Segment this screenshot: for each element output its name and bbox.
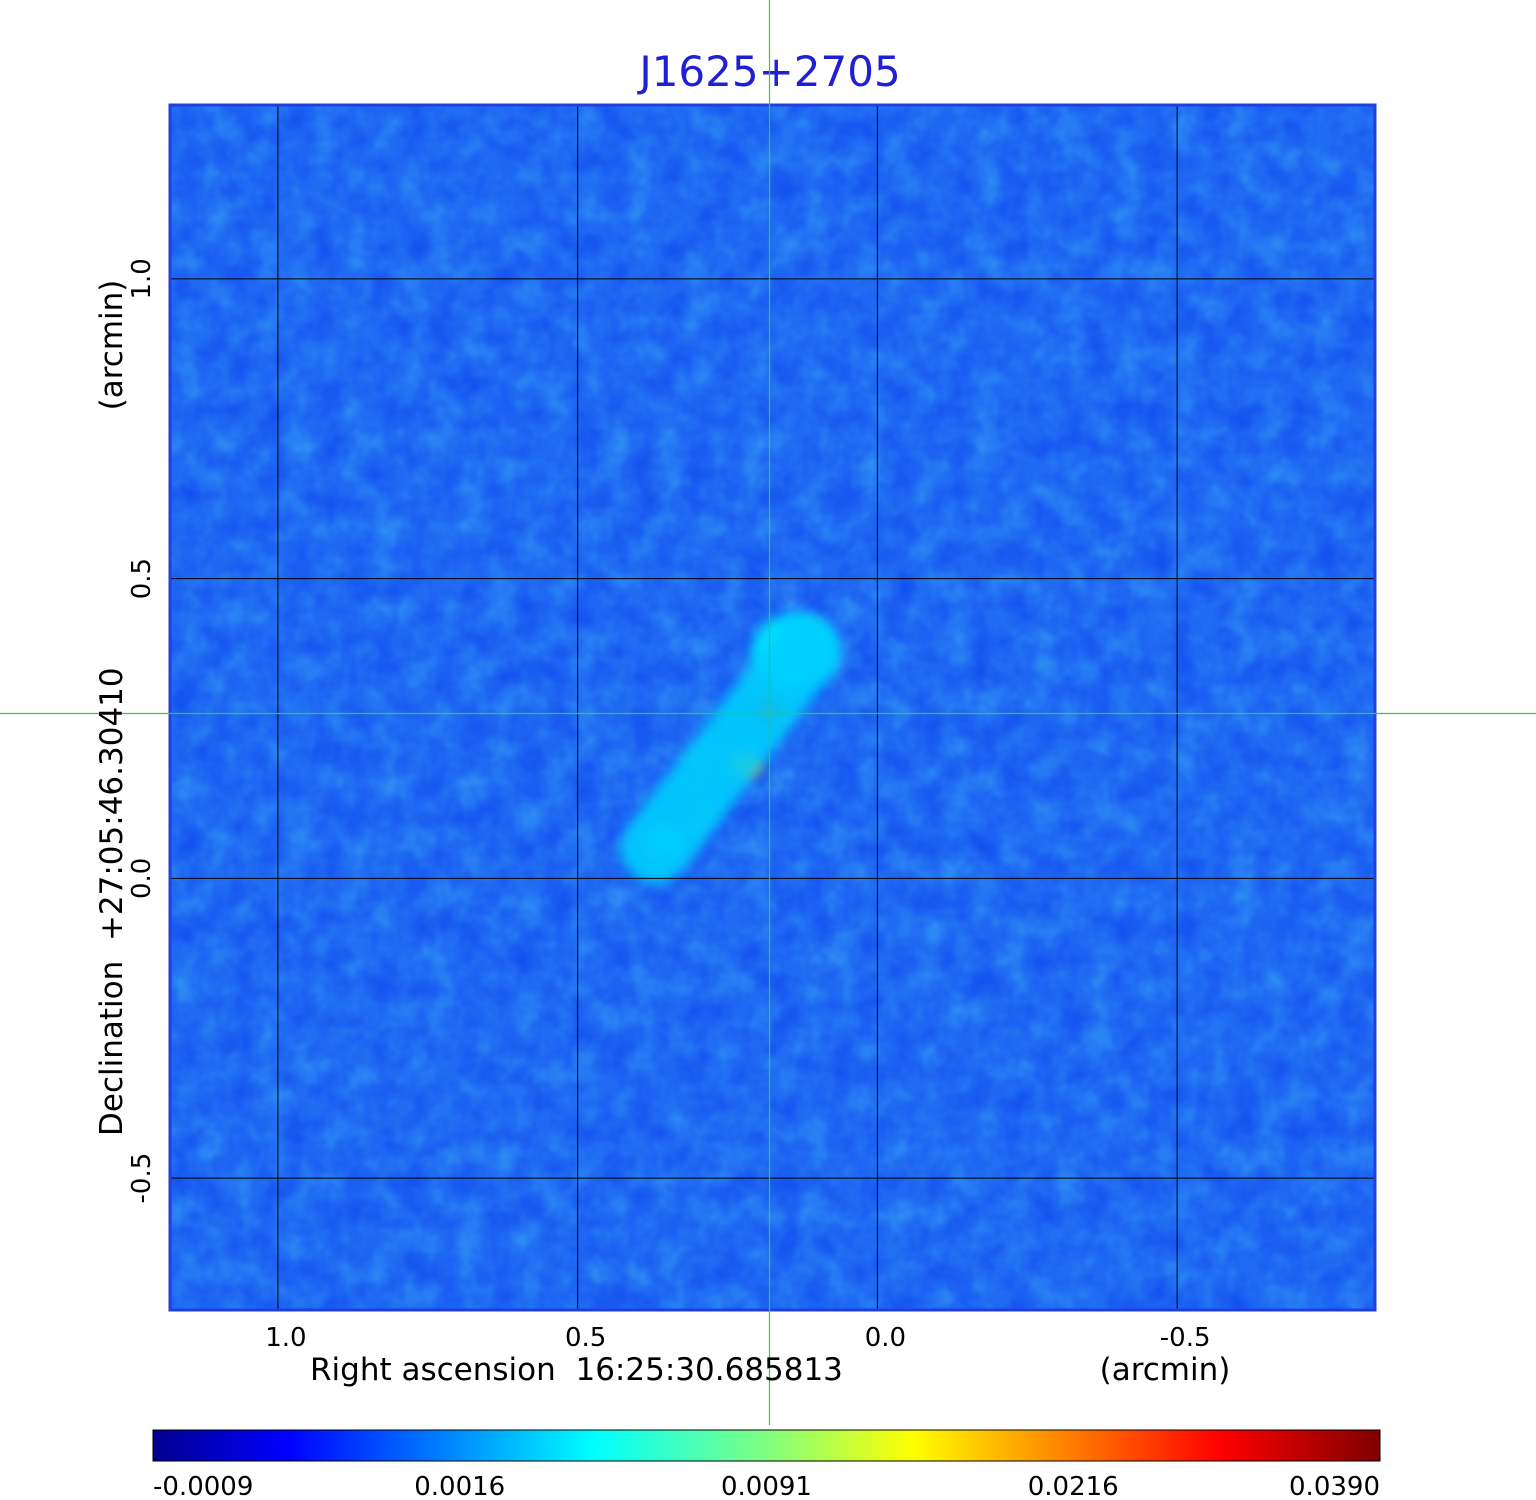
coordinate-grid bbox=[170, 105, 1375, 1310]
colorbar-tick-label: 0.0016 bbox=[414, 1472, 505, 1500]
plot-frame bbox=[168, 103, 1377, 1312]
x-tick-label: 1.0 bbox=[265, 1323, 306, 1353]
y-tick-label: 0.0 bbox=[127, 858, 157, 899]
plot-area bbox=[170, 105, 1375, 1310]
colorbar-tick-label: 0.0216 bbox=[1028, 1472, 1119, 1500]
colorbar-tick-label: 0.0091 bbox=[721, 1472, 812, 1500]
crosshair bbox=[0, 0, 1536, 1425]
x-tick-label: -0.5 bbox=[1160, 1323, 1211, 1353]
y-tick-labels: 1.0 0.5 0.0 -0.5 bbox=[127, 258, 157, 1203]
colorbar bbox=[152, 1429, 1381, 1462]
y-tick-label: -0.5 bbox=[127, 1153, 157, 1204]
colorbar-tick-labels: -0.0009 0.0016 0.0091 0.0216 0.0390 bbox=[153, 1472, 1380, 1500]
y-axis-label: Declination +27:05:46.30410 bbox=[94, 667, 130, 1136]
y-tick-label: 0.5 bbox=[127, 558, 157, 599]
emission-features bbox=[620, 614, 841, 884]
x-tick-labels: 1.0 0.5 0.0 -0.5 bbox=[265, 1323, 1210, 1353]
y-axis-unit: (arcmin) bbox=[94, 280, 130, 411]
x-tick-label: 0.5 bbox=[565, 1323, 606, 1353]
x-axis-label: Right ascension 16:25:30.685813 bbox=[310, 1352, 843, 1388]
y-tick-label: 1.0 bbox=[127, 258, 157, 299]
colorbar-tick-label: 0.0390 bbox=[1289, 1472, 1380, 1500]
x-axis-unit: (arcmin) bbox=[1100, 1352, 1231, 1388]
x-tick-label: 0.0 bbox=[865, 1323, 906, 1353]
colorbar-tick-label: -0.0009 bbox=[153, 1472, 253, 1500]
emission-ridge-4 bbox=[620, 615, 841, 884]
chart-title: J1625+2705 bbox=[636, 47, 900, 96]
